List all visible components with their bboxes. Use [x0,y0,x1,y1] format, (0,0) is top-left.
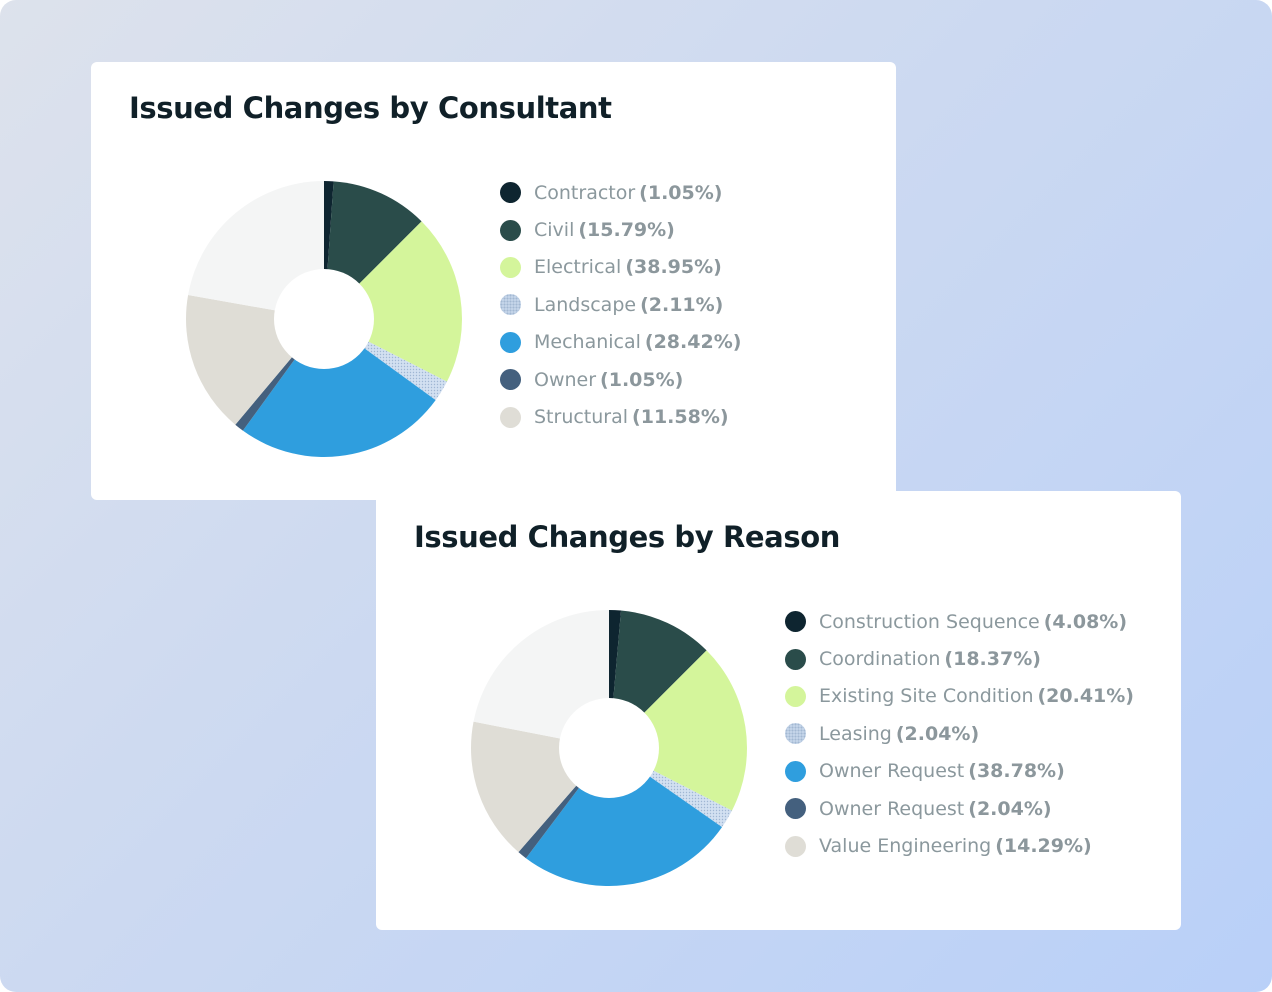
reason-legend: Construction Sequence (4.08%) Coordination… [785,603,1134,865]
legend-item-owner: Owner (1.05%) [500,361,741,398]
legend-swatch [500,219,521,241]
legend-percentage: (11.58%) [632,406,729,429]
donut-hole [559,698,659,798]
legend-swatch [785,611,806,633]
legend-swatch [785,685,806,707]
legend-item-landscape: Landscape (2.11%) [500,286,741,323]
consultant-chart-card: Issued Changes by Consultant Contractor(… [91,62,896,500]
legend-label: Structural [534,406,629,429]
legend-percentage: (38.95%) [625,256,722,279]
legend-item-owner-request: Owner Request (2.04%) [785,790,1134,827]
legend-label: Owner Request [819,797,965,820]
legend-percentage: (15.79%) [578,219,675,242]
legend-percentage: (28.42%) [644,331,742,354]
legend-item-leasing: Leasing (2.04%) [785,715,1134,752]
legend-label: Coordination [819,648,941,671]
legend-item-contractor: Contractor (1.05%) [500,174,741,211]
legend-percentage: (4.08%) [1043,610,1128,633]
legend-label: Leasing [819,722,892,745]
legend-label: Owner [534,368,597,391]
chart-title: Issued Changes by Reason [414,520,840,554]
legend-label: Contractor [534,181,636,204]
legend-swatch [500,369,521,391]
donut-hole [274,269,374,369]
legend-percentage: (38.78%) [968,760,1065,783]
legend-item-owner-request: Owner Request (38.78%) [785,753,1134,790]
legend-item-structural: Structural (11.58%) [500,398,741,435]
legend-percentage: (1.05%) [639,181,723,204]
pie-slice-existing-site-condition [609,650,747,811]
reason-chart-card: Issued Changes by Reason Construction Se… [376,491,1181,930]
legend-swatch [785,798,806,820]
legend-label: Value Engineering [819,835,992,858]
legend-item-mechanical: Mechanical (28.42%) [500,324,741,361]
legend-item-electrical: Electrical (38.95%) [500,249,741,286]
legend-item-value-engineering: Value Engineering (14.29%) [785,827,1134,864]
legend-swatch [500,406,521,428]
legend-percentage: (2.11%) [640,293,724,316]
reason-donut-chart [471,610,747,886]
pie-slice-electrical [324,221,462,382]
legend-swatch [785,648,806,670]
legend-label: Mechanical [534,331,641,354]
legend-swatch [500,331,521,353]
legend-label: Landscape [534,293,637,316]
legend-percentage: (2.04%) [968,797,1052,820]
legend-percentage: (20.41%) [1037,685,1134,708]
legend-percentage: (14.29%) [995,835,1092,858]
consultant-donut-chart [186,181,462,457]
consultant-legend: Contractor (1.05%) Civil (15.79%) Electrical… [500,174,741,436]
legend-percentage: (18.37%) [944,648,1041,671]
legend-percentage: (2.04%) [895,722,980,745]
legend-item-civil: Civil (15.79%) [500,211,741,248]
legend-item-coordination: Coordination (18.37%) [785,640,1134,677]
legend-label: Electrical [534,256,622,279]
legend-item-construction-sequence: Construction Sequence (4.08%) [785,603,1134,640]
legend-swatch [500,182,521,204]
legend-swatch [785,835,806,857]
legend-swatch [500,294,521,316]
pie-slice-mechanical [242,319,436,457]
legend-label: Existing Site Condition [819,685,1034,708]
legend-label: Owner Request [819,760,965,783]
legend-item-existing-site-condition: Existing Site Condition (20.41%) [785,678,1134,715]
legend-label: Construction Sequence [819,610,1040,633]
pie-slice-owner-request [525,748,723,886]
legend-swatch [785,723,806,745]
chart-title: Issued Changes by Consultant [129,91,612,125]
legend-swatch [785,760,806,782]
legend-label: Civil [534,219,575,242]
legend-swatch [500,256,521,278]
legend-percentage: (1.05%) [600,368,684,391]
